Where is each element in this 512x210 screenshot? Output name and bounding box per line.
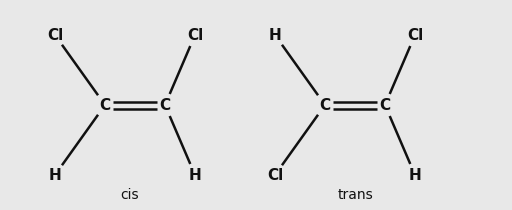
Text: C: C <box>319 97 331 113</box>
Text: C: C <box>159 97 170 113</box>
Text: H: H <box>269 28 282 42</box>
Text: C: C <box>99 97 111 113</box>
Text: H: H <box>188 168 201 182</box>
Text: cis: cis <box>121 188 139 202</box>
Text: Cl: Cl <box>267 168 283 182</box>
Text: Cl: Cl <box>407 28 423 42</box>
Text: H: H <box>409 168 421 182</box>
Text: H: H <box>49 168 61 182</box>
Text: Cl: Cl <box>47 28 63 42</box>
Text: Cl: Cl <box>187 28 203 42</box>
Text: trans: trans <box>337 188 373 202</box>
Text: C: C <box>379 97 391 113</box>
